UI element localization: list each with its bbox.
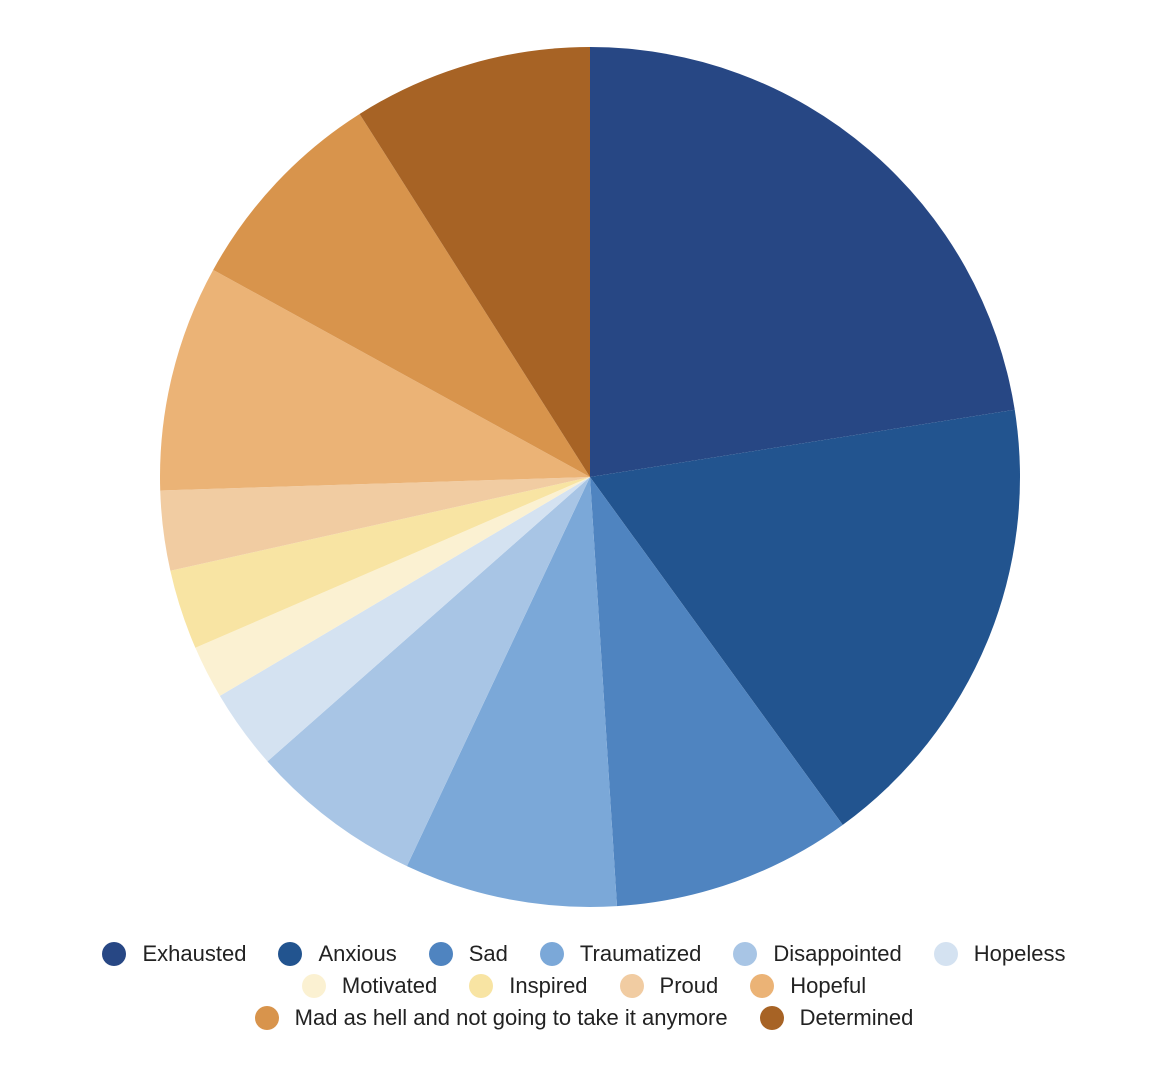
legend-label: Hopeless	[973, 941, 1066, 966]
legend-item-traumatized[interactable]: Traumatized	[539, 941, 702, 966]
legend-swatch	[733, 942, 758, 966]
legend-item-inspired[interactable]: Inspired	[469, 973, 588, 998]
legend-label: Hopeful	[790, 973, 867, 998]
legend-label: Inspired	[509, 973, 588, 998]
legend-label: Sad	[468, 941, 508, 966]
pie-slice-motivated[interactable]	[195, 477, 590, 696]
pie-slice-proud[interactable]	[160, 477, 590, 571]
legend-swatch	[428, 942, 453, 966]
legend-label: Motivated	[341, 973, 438, 998]
legend-item-hopeless[interactable]: Hopeless	[933, 941, 1066, 966]
legend-row: Motivated Inspired Proud Hopeful	[286, 970, 882, 1002]
pie-slice-traumatized[interactable]	[406, 477, 617, 907]
legend-item-mad-as-hell[interactable]: Mad as hell and not going to take it any…	[254, 1005, 728, 1030]
legend-swatch	[102, 942, 127, 966]
legend-swatch	[301, 974, 326, 998]
legend-label: Exhausted	[142, 941, 247, 966]
legend-label: Disappointed	[773, 941, 902, 966]
pie-chart	[159, 46, 1021, 907]
pie-slice-sad[interactable]	[590, 477, 843, 907]
legend-label: Mad as hell and not going to take it any…	[294, 1005, 728, 1030]
legend-swatch	[750, 974, 775, 998]
pie-slice-hopeless[interactable]	[219, 477, 590, 762]
pie-slice-determined[interactable]	[359, 46, 590, 477]
legend-row: Mad as hell and not going to take it any…	[239, 1002, 930, 1034]
pie-slice-mad-as-hell-and-not-going-to-take-it-anymore[interactable]	[213, 113, 590, 477]
legend-swatch	[933, 942, 958, 966]
pie-slice-disappointed[interactable]	[267, 477, 590, 867]
legend: Exhausted Anxious Sad Traumatized Disapp…	[0, 938, 1168, 1034]
pie-slice-inspired[interactable]	[170, 477, 591, 648]
legend-item-determined[interactable]: Determined	[759, 1005, 914, 1030]
legend-item-exhausted[interactable]: Exhausted	[102, 942, 246, 966]
legend-swatch	[759, 1006, 784, 1030]
legend-item-motivated[interactable]: Motivated	[301, 973, 438, 998]
legend-item-sad[interactable]: Sad	[428, 941, 508, 966]
legend-item-disappointed[interactable]: Disappointed	[733, 941, 902, 966]
legend-swatch	[469, 974, 494, 998]
legend-item-hopeful[interactable]: Hopeful	[750, 974, 866, 998]
legend-item-proud[interactable]: Proud	[619, 973, 719, 998]
pie-slice-exhausted[interactable]	[590, 47, 1015, 477]
legend-item-anxious[interactable]: Anxious	[278, 941, 397, 966]
pie-slice-anxious[interactable]	[590, 409, 1021, 825]
legend-label: Traumatized	[579, 941, 702, 966]
legend-swatch	[539, 942, 564, 966]
legend-label: Anxious	[318, 941, 397, 966]
legend-row: Exhausted Anxious Sad Traumatized Disapp…	[86, 938, 1081, 970]
legend-swatch	[254, 1006, 279, 1030]
legend-swatch	[619, 974, 644, 998]
legend-label: Determined	[799, 1005, 914, 1030]
legend-label: Proud	[659, 973, 719, 998]
pie-slice-hopeful[interactable]	[159, 269, 591, 491]
legend-swatch	[278, 942, 303, 966]
